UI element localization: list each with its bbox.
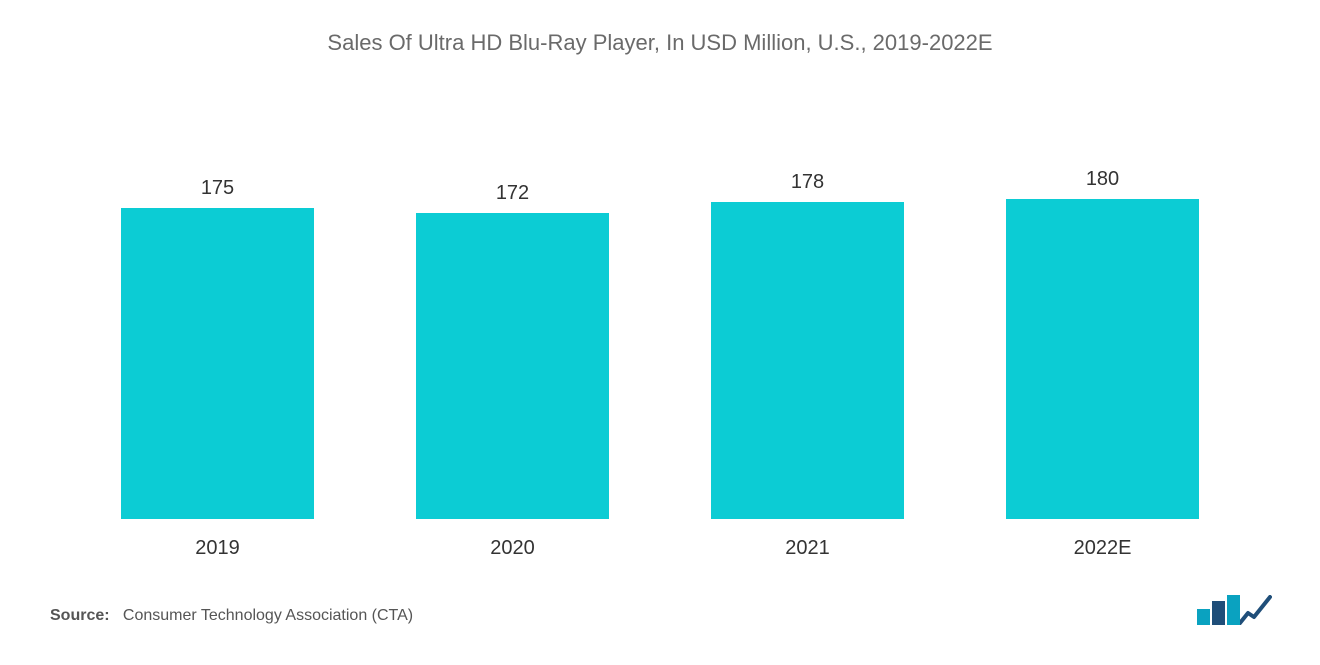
logo-bar: [1212, 601, 1225, 625]
source-text: Source: Consumer Technology Association …: [50, 607, 413, 625]
bar: [121, 208, 313, 520]
brand-logo-icon: [1197, 595, 1270, 625]
chart-footer: Source: Consumer Technology Association …: [50, 560, 1270, 625]
bar: [416, 213, 608, 519]
category-label: 2019: [88, 537, 348, 560]
bar-group-1: 172: [383, 182, 643, 519]
source-body: Consumer Technology Association (CTA): [123, 607, 413, 624]
bar: [711, 202, 903, 519]
category-axis: 2019 2020 2021 2022E: [50, 529, 1270, 560]
category-label: 2020: [383, 537, 643, 560]
source-value: [114, 607, 123, 624]
bar: [1006, 199, 1198, 519]
bar-value-label: 175: [201, 177, 234, 200]
logo-bar: [1227, 595, 1240, 625]
chart-title: Sales Of Ultra HD Blu-Ray Player, In USD…: [50, 30, 1270, 56]
bar-group-0: 175: [88, 177, 348, 520]
plot-area: 175 172 178 180: [50, 96, 1270, 529]
logo-line-icon: [1242, 597, 1270, 625]
bar-value-label: 172: [496, 182, 529, 205]
category-label: 2021: [678, 537, 938, 560]
bar-value-label: 180: [1086, 168, 1119, 191]
bar-group-3: 180: [973, 168, 1233, 519]
logo-bar: [1197, 609, 1210, 625]
category-label: 2022E: [973, 537, 1233, 560]
bar-group-2: 178: [678, 171, 938, 519]
bar-value-label: 178: [791, 171, 824, 194]
chart-container: Sales Of Ultra HD Blu-Ray Player, In USD…: [0, 0, 1320, 665]
source-label: Source:: [50, 607, 110, 624]
